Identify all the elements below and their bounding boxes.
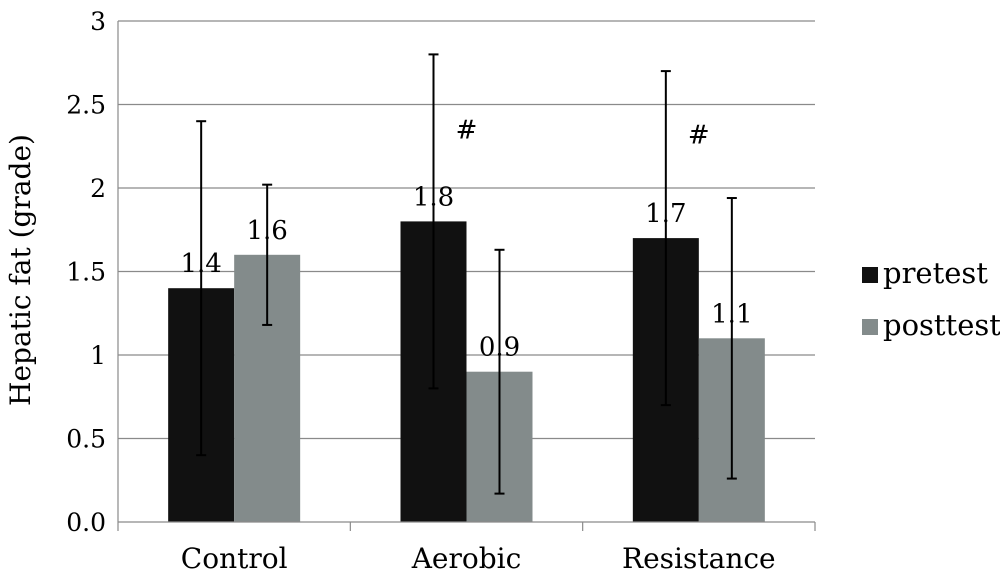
data-label: 0.9 [479,333,520,363]
legend-label: posttest [883,308,1000,342]
legend: pretest posttest [862,256,1000,342]
significance-marker: # [688,121,710,151]
y-tick-label: 3 [90,7,106,36]
data-label: 1.1 [711,299,752,329]
y-tick-label: 2.5 [66,91,106,120]
y-tick-label: 1.5 [66,258,106,287]
error-bar [494,248,505,495]
y-tick-label: 2 [90,174,106,203]
x-category-labels: Control Aerobic Resistance [181,542,776,575]
data-label: 1.4 [180,249,221,279]
error-bar [428,53,439,390]
data-labels: 1.4 1.6 1.8 0.9 1.7 1.1 [180,182,752,362]
legend-swatch-pretest [862,267,878,283]
y-tick-label: 0.0 [66,508,106,537]
error-bars [196,53,737,495]
y-axis-title: Hepatic fat (grade) [4,134,37,406]
data-label: 1.6 [246,216,287,246]
y-tick-label: 0.5 [66,425,106,454]
bars [168,221,765,523]
error-bar [726,197,737,480]
legend-swatch-posttest [862,319,878,335]
legend-label: pretest [883,256,988,290]
y-tick-label: 1 [90,341,106,370]
y-tick-labels: 0.0 0.5 1 1.5 2 2.5 3 [66,7,106,537]
data-label: 1.8 [413,182,454,212]
significance-marker: # [456,116,478,146]
error-bar [196,120,207,457]
x-category-label: Control [181,542,288,575]
axes [117,21,816,531]
x-category-label: Resistance [622,542,776,575]
annotations: # # [456,116,710,151]
x-category-label: Aerobic [411,542,522,575]
data-label: 1.7 [645,199,686,229]
error-bar [262,183,273,326]
error-bar [660,70,671,407]
